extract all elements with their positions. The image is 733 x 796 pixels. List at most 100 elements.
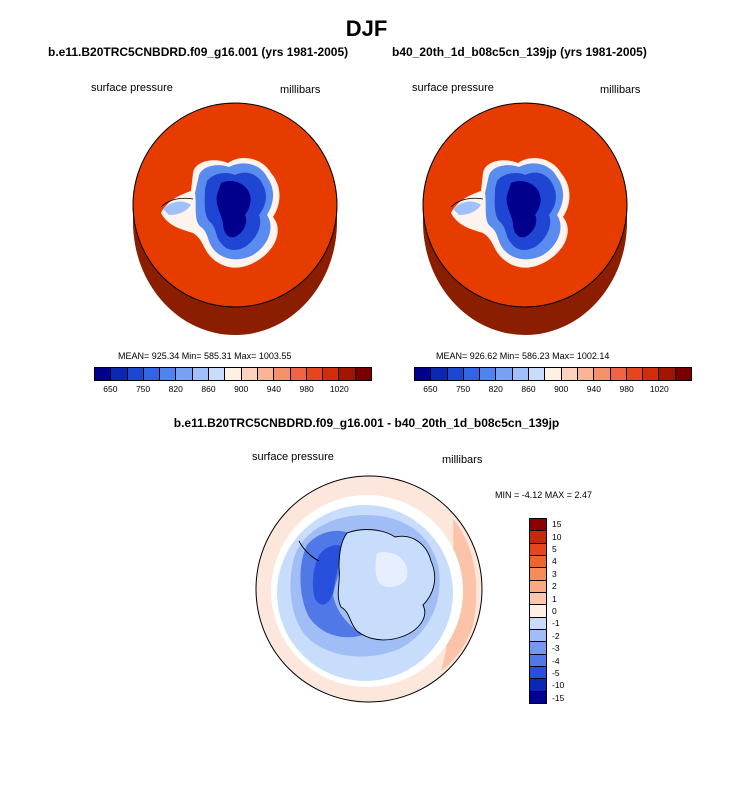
colorbar-tick-label: -5 <box>552 668 560 678</box>
colorbar-tick-label: 1 <box>552 593 557 604</box>
colorbar-swatch <box>192 368 210 380</box>
colorbar-swatch <box>529 368 546 380</box>
colorbar-swatch <box>274 368 291 380</box>
right-colorbar <box>414 367 692 381</box>
left-colorbar <box>94 367 372 381</box>
colorbar-tick-label: 940 <box>586 384 601 394</box>
colorbar-swatch <box>530 642 546 655</box>
left-case-title: b.e11.B20TRC5CNBDRD.f09_g16.001 (yrs 198… <box>48 45 349 59</box>
colorbar-swatch <box>127 368 144 380</box>
colorbar-swatch <box>95 368 112 380</box>
colorbar-swatch <box>530 531 546 544</box>
colorbar-swatch <box>306 368 324 380</box>
colorbar-swatch <box>643 368 660 380</box>
colorbar-swatch <box>496 368 513 380</box>
left-stats: MEAN= 925.34 Min= 585.31 Max= 1003.55 <box>118 351 292 361</box>
colorbar-swatch <box>160 368 177 380</box>
colorbar-tick-label: 980 <box>299 384 314 394</box>
colorbar-tick-label: 3 <box>552 568 557 579</box>
colorbar-swatch <box>143 368 161 380</box>
colorbar-swatch <box>530 617 546 630</box>
page-title: DJF <box>345 16 388 41</box>
colorbar-tick-label: -4 <box>552 655 560 666</box>
left-polar-map <box>132 102 338 335</box>
colorbar-swatch <box>530 629 546 643</box>
colorbar-tick-label: -2 <box>552 630 560 641</box>
difference-colorbar <box>529 518 547 704</box>
right-case-title: b40_20th_1d_b08c5cn_139jp (yrs 1981-2005… <box>392 45 647 59</box>
colorbar-tick-label: 1020 <box>329 384 349 394</box>
right-stats: MEAN= 926.62 Min= 586.23 Max= 1002.14 <box>436 351 610 361</box>
colorbar-swatch <box>530 605 546 618</box>
colorbar-tick-label: -15 <box>552 692 565 703</box>
right-variable-label: surface pressure <box>412 82 494 94</box>
colorbar-tick-label: 820 <box>488 384 503 394</box>
colorbar-swatch <box>545 368 562 380</box>
colorbar-swatch <box>257 368 275 380</box>
colorbar-tick-label: 0 <box>552 606 557 616</box>
colorbar-tick-label: 900 <box>554 384 569 394</box>
colorbar-swatch <box>176 368 193 380</box>
colorbar-swatch <box>610 368 627 380</box>
colorbar-tick-label: 750 <box>455 384 471 394</box>
colorbar-swatch <box>594 368 611 380</box>
right-units-label: millibars <box>600 84 641 96</box>
colorbar-swatch <box>530 654 546 667</box>
colorbar-swatch <box>323 368 340 380</box>
colorbar-swatch <box>480 368 497 380</box>
colorbar-tick-label: -1 <box>552 618 560 629</box>
colorbar-swatch <box>355 368 372 380</box>
colorbar-swatch <box>577 368 595 380</box>
colorbar-tick-label: 650 <box>423 384 438 394</box>
colorbar-swatch <box>561 368 578 380</box>
colorbar-tick-label: 10 <box>552 531 562 542</box>
colorbar-swatch <box>463 368 481 380</box>
colorbar-swatch <box>659 368 676 380</box>
diff-stats: MIN = -4.12 MAX = 2.47 <box>495 490 593 500</box>
colorbar-tick-label: 650 <box>103 384 118 394</box>
difference-polar-map <box>255 475 483 703</box>
colorbar-swatch <box>675 368 692 380</box>
colorbar-swatch <box>209 368 226 380</box>
colorbar-swatch <box>111 368 128 380</box>
colorbar-swatch <box>530 666 546 680</box>
colorbar-tick-label: 980 <box>619 384 634 394</box>
colorbar-tick-label: 5 <box>552 544 557 554</box>
colorbar-swatch <box>512 368 530 380</box>
colorbar-swatch <box>530 679 546 692</box>
colorbar-swatch <box>626 368 644 380</box>
colorbar-swatch <box>530 555 546 569</box>
colorbar-swatch <box>530 592 546 606</box>
right-colorbar-labels: 650 750 820 860 900 940 980 1020 <box>414 384 692 396</box>
colorbar-swatch <box>431 368 448 380</box>
colorbar-swatch <box>415 368 432 380</box>
colorbar-tick-label: 940 <box>266 384 281 394</box>
left-units-label: millibars <box>280 84 321 96</box>
colorbar-tick-label: 15 <box>552 519 562 530</box>
colorbar-swatch <box>241 368 258 380</box>
colorbar-swatch <box>530 580 546 593</box>
colorbar-tick-label: 860 <box>521 384 536 394</box>
colorbar-tick-label: 820 <box>168 384 183 394</box>
colorbar-swatch <box>530 568 546 581</box>
colorbar-tick-label: 860 <box>201 384 216 394</box>
left-variable-label: surface pressure <box>91 82 173 94</box>
colorbar-tick-label: 1020 <box>649 384 669 394</box>
left-colorbar-labels: 650 750 820 860 900 940 980 1020 <box>94 384 372 396</box>
right-polar-map <box>422 102 628 335</box>
colorbar-swatch <box>530 519 546 532</box>
difference-title: b.e11.B20TRC5CNBDRD.f09_g16.001 - b40_20… <box>173 416 560 430</box>
colorbar-swatch <box>225 368 242 380</box>
colorbar-tick-label: 750 <box>135 384 151 394</box>
diff-units-label: millibars <box>442 454 483 466</box>
colorbar-swatch <box>530 543 546 556</box>
colorbar-tick-label: -10 <box>552 680 565 691</box>
colorbar-swatch <box>339 368 356 380</box>
colorbar-tick-label: 4 <box>552 556 557 567</box>
colorbar-swatch <box>447 368 464 380</box>
colorbar-tick-label: 900 <box>234 384 249 394</box>
colorbar-swatch <box>290 368 307 380</box>
colorbar-swatch <box>530 691 546 703</box>
colorbar-tick-label: 2 <box>552 581 557 592</box>
colorbar-tick-label: -3 <box>552 643 560 654</box>
